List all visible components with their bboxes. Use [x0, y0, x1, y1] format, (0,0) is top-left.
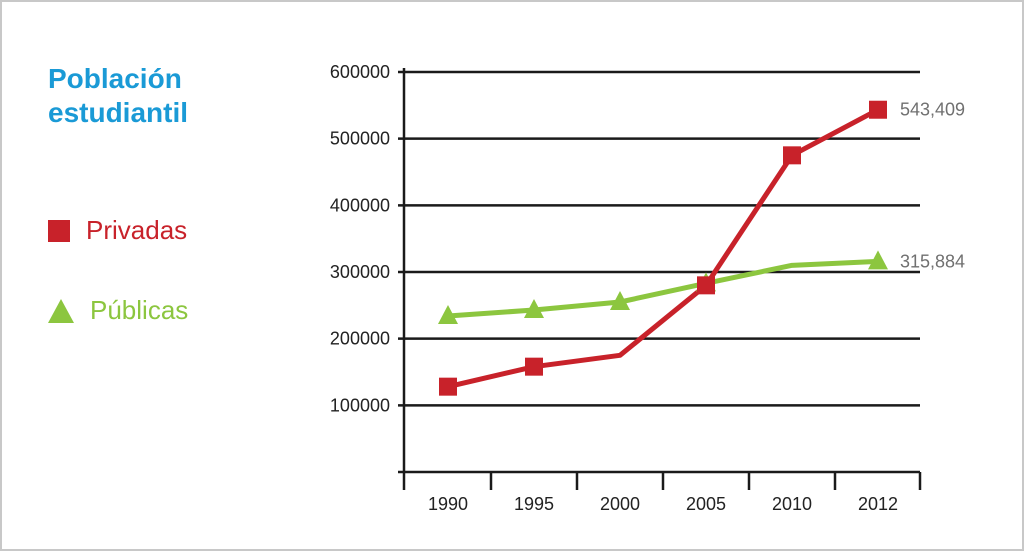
data-point-privadas	[869, 100, 887, 119]
chart-title-line-2: estudiantil	[48, 97, 189, 128]
data-point-publicas	[524, 299, 544, 318]
y-tick-label: 300000	[330, 262, 390, 282]
x-tick-label: 1990	[428, 494, 468, 514]
y-tick-label: 600000	[330, 62, 390, 82]
square-marker-icon	[48, 219, 70, 242]
legend-label-publicas: Públicas	[90, 295, 189, 325]
x-tick-label: 2010	[772, 494, 812, 514]
x-tick-label: 2005	[686, 494, 726, 514]
series-line-publicas	[447, 258, 879, 319]
data-point-privadas	[439, 377, 457, 396]
x-tick-label: 2012	[858, 494, 898, 514]
data-point-publicas	[868, 250, 888, 270]
data-point-privadas	[525, 357, 543, 376]
legend-label-privadas: Privadas	[86, 215, 188, 245]
y-tick-label: 200000	[330, 329, 390, 349]
legend-item-publicas: Públicas	[48, 295, 188, 326]
data-point-privadas	[697, 276, 715, 295]
data-label-privadas: 543,409	[900, 100, 965, 120]
triangle-marker-icon	[48, 298, 74, 323]
data-point-privadas	[783, 146, 801, 165]
data-point-publicas	[610, 291, 630, 310]
chart-title-line-1: Población	[48, 63, 182, 94]
legend-item-privadas: Privadas	[48, 215, 187, 246]
chart-title: Población estudiantil	[48, 62, 188, 130]
y-tick-label: 400000	[330, 195, 390, 215]
x-tick-label: 2000	[600, 494, 640, 514]
data-point-publicas	[438, 305, 458, 324]
data-label-publicas: 315,884	[900, 251, 965, 271]
y-tick-label: 100000	[330, 395, 390, 415]
x-tick-label: 1995	[514, 494, 554, 514]
y-tick-label: 500000	[330, 129, 390, 149]
series-line-privadas	[447, 107, 880, 390]
